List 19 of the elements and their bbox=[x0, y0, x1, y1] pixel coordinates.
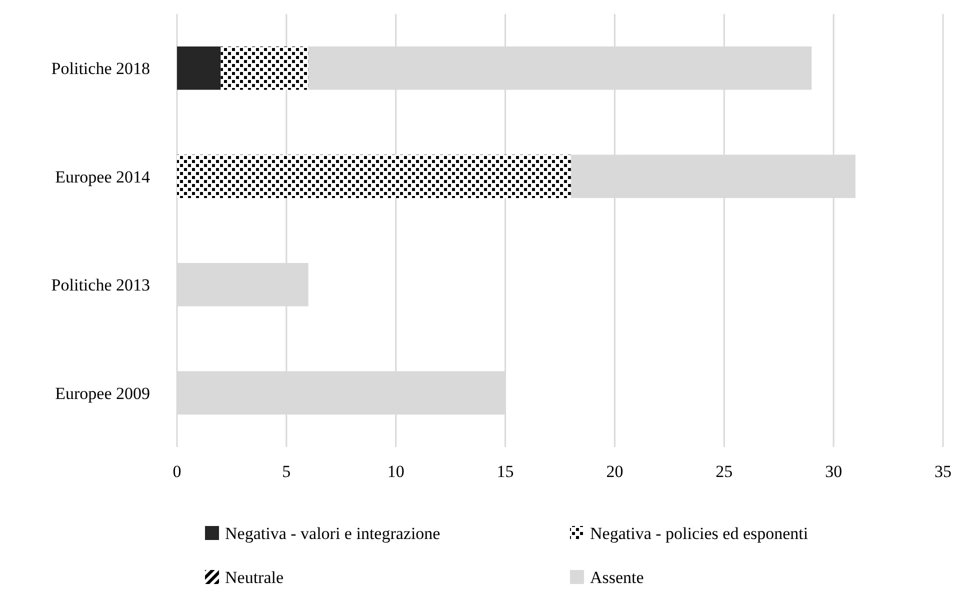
x-tick-label: 25 bbox=[716, 462, 733, 481]
bar bbox=[220, 46, 308, 90]
x-tick-label: 5 bbox=[282, 462, 291, 481]
y-tick-label: Politiche 2018 bbox=[51, 59, 150, 78]
x-tick-label: 30 bbox=[825, 462, 842, 481]
x-tick-label: 15 bbox=[496, 462, 514, 481]
x-tick-label: 35 bbox=[934, 462, 952, 481]
x-tick-label: 10 bbox=[387, 462, 404, 481]
legend-label: Neutrale bbox=[225, 568, 284, 587]
bar bbox=[177, 154, 571, 198]
x-tick-label: 0 bbox=[172, 462, 182, 481]
y-tick-label: Politiche 2013 bbox=[51, 276, 150, 295]
legend-label: Negativa - valori e integrazione bbox=[225, 524, 440, 543]
x-tick-label: 20 bbox=[606, 462, 624, 481]
legend-label: Negativa - policies ed esponenti bbox=[590, 524, 808, 543]
legend-label: Assente bbox=[590, 568, 644, 587]
bar bbox=[177, 46, 221, 90]
y-tick-label: Europee 2009 bbox=[55, 384, 150, 403]
y-tick-label: Europee 2014 bbox=[55, 167, 150, 186]
